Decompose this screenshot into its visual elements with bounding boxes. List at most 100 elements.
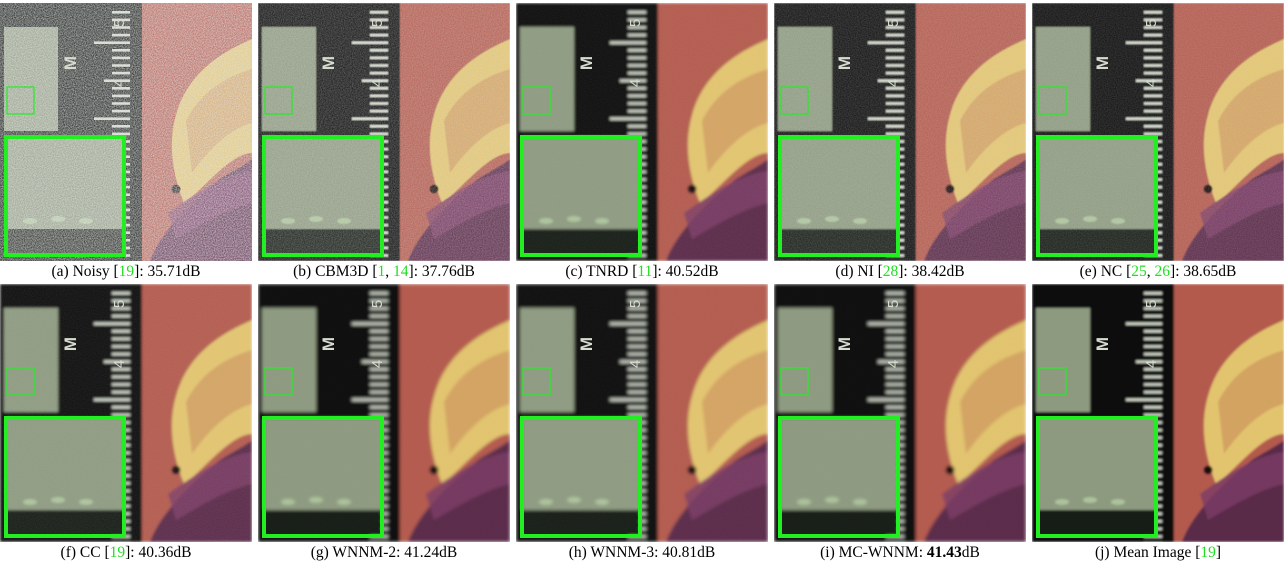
citation-link[interactable]: 19 [118, 263, 135, 280]
denoised-image-e: 5 M 4 [1032, 3, 1284, 261]
caption-label: (b) CBM3D [ [293, 263, 378, 280]
denoised-image-c: 5 M 4 [516, 3, 768, 261]
zoom-box [1036, 135, 1158, 257]
caption-b: (b) CBM3D [1, 14]: 37.76dB [252, 261, 516, 283]
zoom-box [520, 416, 642, 538]
psnr-value: 38.42dB [911, 263, 965, 280]
zoom-box [778, 416, 900, 538]
ruler-label: M [319, 337, 338, 351]
ruler-label: 4 [1143, 79, 1160, 87]
psnr-value: 41.24dB [404, 544, 458, 561]
zoom-box [4, 135, 126, 257]
caption-a: (a) Noisy [19]: 35.71dB [0, 261, 258, 283]
psnr-value: 40.81dB [662, 544, 716, 561]
denoised-image-g: 5 M 4 [258, 284, 510, 542]
citation-link[interactable]: 1 [377, 263, 386, 280]
selection-box [1038, 86, 1067, 115]
caption-separator: ]: [125, 544, 139, 561]
zoom-box [262, 416, 384, 538]
psnr-value: 35.71dB [147, 263, 201, 280]
panel-j: 5 M 4 (j) Mean Image [19] [1032, 284, 1284, 567]
caption-g: (g) WNNM-2: 41.24dB [252, 542, 516, 564]
selection-box [522, 367, 551, 396]
ruler-label: 5 [111, 300, 128, 308]
selection-box [780, 367, 809, 396]
zoom-box [262, 135, 384, 257]
denoised-image-j: 5 M 4 [1032, 284, 1284, 542]
denoised-image-f: 5 M 4 [0, 284, 252, 542]
selection-box [264, 367, 293, 396]
ruler-label: M [1093, 56, 1112, 70]
caption-label: (a) Noisy [ [51, 263, 119, 280]
selection-box [6, 86, 35, 115]
ruler-label: 5 [111, 19, 128, 27]
panel-b: 5 M 4 (b) CBM3D [1, 14]: 37.76dB [258, 3, 510, 286]
caption-f: (f) CC [19]: 40.36dB [0, 542, 258, 564]
panel-i: 5 M 4 (i) MC-WNNM: 41.43dB [774, 284, 1026, 567]
citation-link[interactable]: 26 [1154, 263, 1171, 280]
caption-separator: ]: [134, 263, 148, 280]
citation-link[interactable]: 14 [393, 263, 409, 280]
denoised-image-b: 5 M 4 [258, 3, 510, 261]
zoom-box [520, 135, 642, 257]
ruler-label: 5 [627, 300, 644, 308]
selection-box [522, 86, 551, 115]
caption-h: (h) WNNM-3: 40.81dB [510, 542, 774, 564]
citation-link[interactable]: 19 [109, 544, 126, 561]
selection-box [264, 86, 293, 115]
selection-box [1038, 367, 1067, 396]
ruler-label: 5 [369, 19, 386, 27]
panel-e: 5 M 4 (e) NC [25, 26]: 38.65dB [1032, 3, 1284, 286]
caption-separator: ]: [652, 263, 666, 280]
panel-d: 5 M 4 (d) NI [28]: 38.42dB [774, 3, 1026, 286]
selection-box [780, 86, 809, 115]
ruler-label: M [1093, 337, 1112, 351]
ruler-label: M [319, 56, 338, 70]
ruler-label: 4 [369, 360, 386, 368]
psnr-value: 41.43dB [927, 544, 980, 561]
ruler-label: 4 [1143, 360, 1160, 368]
psnr-value: 40.36dB [138, 544, 192, 561]
panel-g: 5 M 4 (g) WNNM-2: 41.24dB [258, 284, 510, 567]
panel-f: 5 M 4 (f) CC [19]: 40.36dB [0, 284, 252, 567]
ruler-label: M [61, 337, 80, 351]
ruler-label: 4 [627, 79, 644, 87]
caption-separator: ]: [898, 263, 912, 280]
caption-label: (e) NC [ [1079, 263, 1132, 280]
denoised-image-i: 5 M 4 [774, 284, 1026, 542]
ruler-label: 5 [1143, 19, 1160, 27]
caption-label: (g) WNNM-2: [310, 544, 405, 561]
ruler-label: 5 [627, 19, 644, 27]
ruler-label: 4 [627, 360, 644, 368]
ruler-label: 5 [1143, 300, 1160, 308]
caption-d: (d) NI [28]: 38.42dB [768, 261, 1032, 283]
ruler-label: 4 [111, 79, 128, 87]
denoised-image-h: 5 M 4 [516, 284, 768, 542]
psnr-unit: dB [961, 544, 980, 561]
caption-label: (j) Mean Image [ [1094, 544, 1201, 561]
caption-c: (c) TNRD [11]: 40.52dB [510, 261, 774, 283]
ruler-label: M [577, 56, 596, 70]
citation-separator: , [1146, 263, 1155, 280]
panel-h: 5 M 4 (h) WNNM-3: 40.81dB [516, 284, 768, 567]
caption-label: (c) TNRD [ [565, 263, 638, 280]
ruler-label: 5 [885, 19, 902, 27]
caption-j: (j) Mean Image [19] [1026, 542, 1284, 564]
citation-link[interactable]: 11 [637, 263, 653, 280]
citation-link[interactable]: 28 [882, 263, 899, 280]
psnr-value: 40.52dB [665, 263, 719, 280]
zoom-box [4, 416, 126, 538]
citation-link[interactable]: 25 [1131, 263, 1147, 280]
caption-label: (f) CC [ [60, 544, 110, 561]
ruler-label: M [835, 337, 854, 351]
caption-separator: ]: [1170, 263, 1184, 280]
ruler-label: 4 [111, 360, 128, 368]
zoom-box [778, 135, 900, 257]
ruler-label: 4 [885, 79, 902, 87]
psnr-value: 37.76dB [421, 263, 475, 280]
selection-box [6, 367, 35, 396]
ruler-label: M [835, 56, 854, 70]
citation-link[interactable]: 19 [1200, 544, 1216, 561]
ruler-label: 5 [885, 300, 902, 308]
caption-separator: ]: [408, 263, 422, 280]
